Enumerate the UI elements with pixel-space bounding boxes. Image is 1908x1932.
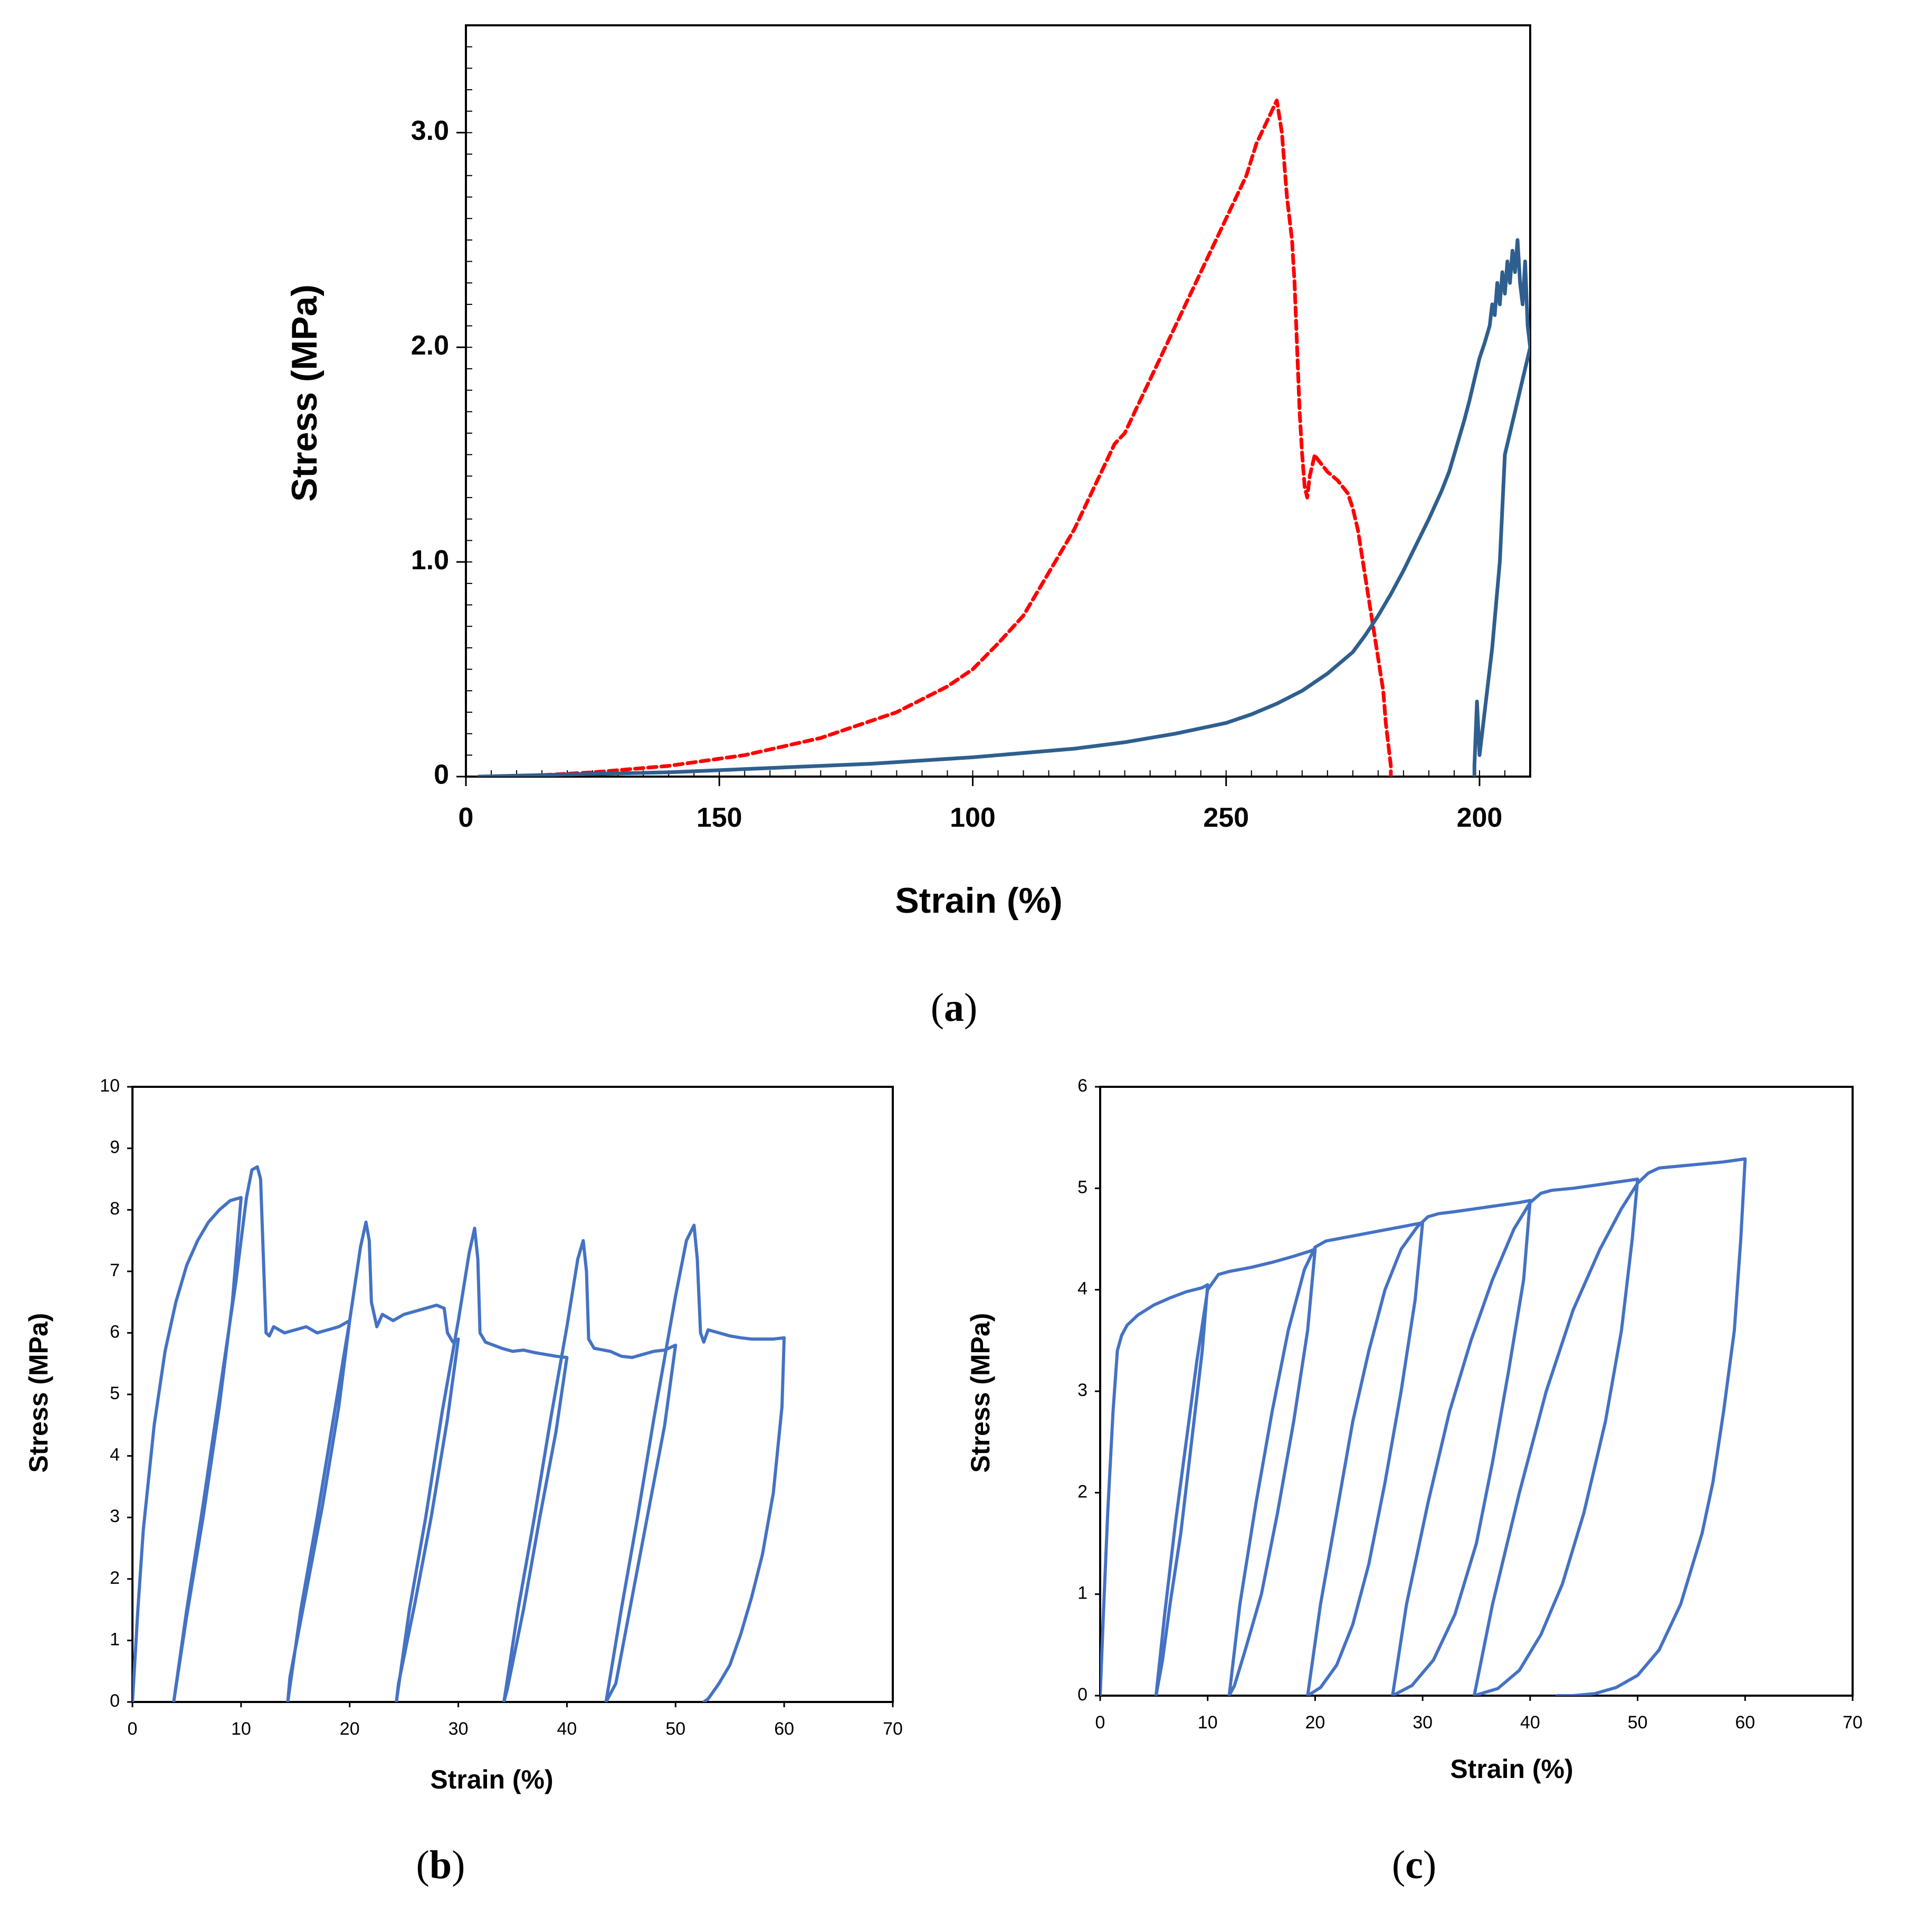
x-tick-label-a: 100 bbox=[950, 802, 996, 833]
y-tick-label-a: 0 bbox=[434, 760, 449, 790]
x-axis-title-c: Strain (%) bbox=[1450, 1754, 1573, 1784]
y-tick-label-a: 3.0 bbox=[411, 116, 449, 146]
x-tick-label-b: 0 bbox=[128, 1719, 138, 1739]
panel-b: 0 10 20 30 40 50 60 70 0 1 2 3 4 5 6 7 8 9 10 Strain (%) Str… bbox=[24, 1076, 903, 1887]
y-axis-title-a: Stress (MPa) bbox=[284, 284, 325, 502]
x-tick-label-b: 50 bbox=[665, 1719, 685, 1739]
x-tick-label-c: 50 bbox=[1628, 1713, 1648, 1733]
y-tick-label-b: 9 bbox=[110, 1137, 120, 1158]
x-tick-label-c: 0 bbox=[1095, 1713, 1105, 1733]
x-tick-label-c: 60 bbox=[1735, 1713, 1755, 1733]
caption-letter: b bbox=[430, 1843, 452, 1887]
x-tick-label-b: 20 bbox=[340, 1719, 360, 1739]
y-tick-label-b: 1 bbox=[110, 1629, 120, 1649]
panel-c: 0 10 20 30 40 50 60 70 0 1 2 3 4 5 6 Strain (%) Stress (… bbox=[966, 1076, 1863, 1887]
x-tick-label-a: 250 bbox=[1203, 802, 1249, 833]
y-tick-label-b: 2 bbox=[110, 1568, 120, 1588]
series-line-b-1 bbox=[132, 1165, 786, 1702]
plot-frame-c bbox=[1099, 1086, 1854, 1697]
x-tick-label-b: 40 bbox=[557, 1719, 577, 1739]
x-tick-label-c: 30 bbox=[1413, 1713, 1433, 1733]
x-axis-title-a: Strain (%) bbox=[895, 881, 1062, 921]
panel-caption-b: (b) bbox=[416, 1843, 465, 1887]
y-axis-title-b: Stress (MPa) bbox=[24, 1313, 53, 1473]
y-tick-label-b: 3 bbox=[110, 1506, 120, 1526]
x-tick-label-b: 30 bbox=[449, 1719, 469, 1739]
caption-close-paren: ) bbox=[452, 1843, 465, 1887]
y-tick-label-b: 0 bbox=[110, 1691, 120, 1711]
series-line-a-2 bbox=[476, 238, 1530, 777]
y-tick-label-b: 6 bbox=[110, 1322, 120, 1342]
y-tick-label-b: 4 bbox=[110, 1445, 120, 1465]
y-tick-label-c: 0 bbox=[1077, 1685, 1087, 1705]
plot-frame-b bbox=[131, 1086, 894, 1703]
y-tick-label-b: 7 bbox=[110, 1260, 120, 1280]
y-tick-label-c: 1 bbox=[1077, 1583, 1087, 1603]
y-tick-label-b: 8 bbox=[110, 1199, 120, 1219]
plot-frame-a bbox=[465, 24, 1531, 778]
x-tick-label-b: 60 bbox=[774, 1719, 794, 1739]
x-tick-label-c: 20 bbox=[1305, 1713, 1325, 1733]
x-tick-label-c: 10 bbox=[1198, 1713, 1218, 1733]
x-tick-label-b: 10 bbox=[231, 1719, 251, 1739]
caption-close-paren: ) bbox=[964, 986, 977, 1030]
y-tick-label-c: 6 bbox=[1077, 1076, 1087, 1096]
x-tick-label-a: 200 bbox=[1457, 802, 1503, 833]
x-tick-label-a: 150 bbox=[697, 802, 742, 833]
x-tick-label-c: 40 bbox=[1520, 1713, 1540, 1733]
panel-caption-a: (a) bbox=[931, 986, 978, 1030]
x-tick-label-a: 0 bbox=[459, 802, 474, 833]
y-tick-label-b: 5 bbox=[110, 1383, 120, 1403]
series-line-c-1 bbox=[1100, 1157, 1747, 1696]
caption-open-paren: ( bbox=[931, 986, 944, 1030]
y-tick-label-c: 4 bbox=[1077, 1279, 1087, 1299]
panel-caption-c: (c) bbox=[1392, 1843, 1436, 1887]
x-tick-label-c: 70 bbox=[1843, 1713, 1863, 1733]
y-tick-label-b: 10 bbox=[100, 1076, 120, 1096]
caption-open-paren: ( bbox=[1392, 1843, 1405, 1887]
y-tick-label-a: 2.0 bbox=[411, 330, 449, 361]
caption-letter: c bbox=[1405, 1843, 1423, 1887]
y-tick-label-c: 2 bbox=[1077, 1481, 1087, 1501]
y-axis-title-c: Stress (MPa) bbox=[966, 1313, 995, 1473]
x-tick-label-b: 70 bbox=[883, 1719, 903, 1739]
caption-close-paren: ) bbox=[1423, 1843, 1436, 1887]
caption-letter: a bbox=[944, 986, 964, 1030]
y-tick-label-a: 1.0 bbox=[411, 545, 449, 576]
y-tick-label-c: 3 bbox=[1077, 1380, 1087, 1400]
x-axis-title-b: Strain (%) bbox=[430, 1765, 553, 1794]
y-tick-label-c: 5 bbox=[1077, 1177, 1087, 1197]
caption-open-paren: ( bbox=[416, 1843, 430, 1887]
series-line-a-1 bbox=[514, 98, 1393, 777]
panel-a: 0 150 100 250 200 0 1.0 2.0 3.0 Strain (%) Stress … bbox=[284, 24, 1531, 1030]
